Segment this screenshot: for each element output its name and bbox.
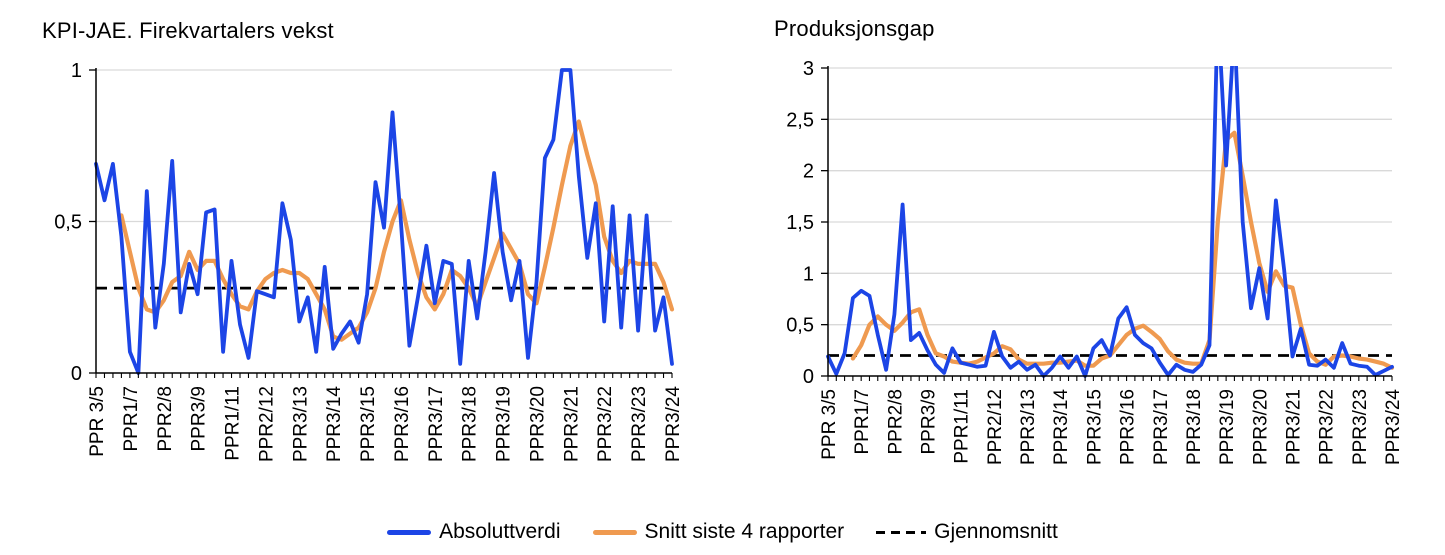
legend-label: Snitt siste 4 rapporter xyxy=(644,520,845,543)
line-swatch xyxy=(387,529,432,535)
legend-item-absoluttverdi: Absoluttverdi xyxy=(387,520,561,544)
y-tick-label: 1 xyxy=(803,263,814,285)
x-tick-label: PPR3/18 xyxy=(460,386,481,462)
avg-last4-line xyxy=(850,130,1395,370)
dashed-line-swatch xyxy=(876,530,927,534)
x-tick-label: PPR3/20 xyxy=(1250,389,1271,465)
x-tick-label: PPR3/14 xyxy=(1051,389,1072,465)
x-tick-label: PPR3/23 xyxy=(1350,389,1371,465)
y-tick-label: 0 xyxy=(803,366,814,388)
produksjonsgap-chart: 0 0,5 1 1,5 2 2,5 3 PPR 3/5 PPR1/7 PPR2/8 PPR3/9 PP… xyxy=(786,58,1404,465)
legend-item-gjennomsnitt: Gjennomsnitt xyxy=(876,520,1058,544)
y-tick-label: 0,5 xyxy=(786,315,814,337)
x-tick-label: PPR3/17 xyxy=(426,386,447,462)
y-tick-label: 1,5 xyxy=(786,212,814,234)
absolute-value-line xyxy=(94,68,674,375)
legend-label: Gjennomsnitt xyxy=(934,520,1058,543)
x-tick-label: PPR2/8 xyxy=(155,386,176,451)
y-tick-label: 0 xyxy=(71,363,82,385)
x-tick-label: PPR3/24 xyxy=(1383,389,1404,465)
x-tick-label: PPR3/22 xyxy=(1317,389,1338,465)
x-tick-label: PPR3/9 xyxy=(189,386,210,451)
x-tick-label: PPR3/19 xyxy=(1217,389,1238,465)
x-tick-label: PPR3/23 xyxy=(629,386,650,462)
kpi-jae-chart: 0 0,5 1 PPR 3/5 PPR1/7 PPR2/8 PPR3/9 PPR1/11 PPR… xyxy=(54,60,684,462)
left-chart-title: KPI-JAE. Firekvartalers vekst xyxy=(42,18,334,43)
absolute-value-line xyxy=(826,66,1394,378)
right-chart-title: Produksjonsgap xyxy=(774,16,935,41)
x-tick-label: PPR1/11 xyxy=(223,386,244,461)
x-tick-label: PPR3/21 xyxy=(561,386,582,462)
avg-last4-line xyxy=(119,119,675,342)
x-tick-label: PPR 3/5 xyxy=(819,389,840,460)
series-group xyxy=(826,66,1395,378)
x-tick-label: PPR3/16 xyxy=(1118,389,1139,465)
x-tick-label: PPR3/22 xyxy=(595,386,616,462)
y-tick-label: 2,5 xyxy=(786,109,814,131)
x-tick-label: PPR3/21 xyxy=(1283,389,1304,465)
charts-canvas: 0 0,5 1 PPR 3/5 PPR1/7 PPR2/8 PPR3/9 PPR1/11 PPR… xyxy=(54,58,1404,465)
x-tick-label: PPR3/9 xyxy=(919,389,940,454)
x-tick-label: PPR3/17 xyxy=(1151,389,1172,465)
legend-item-snitt-siste-4-rapporter: Snitt siste 4 rapporter xyxy=(592,520,845,544)
x-tick-label: PPR1/7 xyxy=(852,389,873,454)
legend: Absoluttverdi Snitt siste 4 rapporter Gjen… xyxy=(0,514,1445,550)
x-tick-label: PPR3/13 xyxy=(290,386,311,462)
x-tick-label: PPR3/15 xyxy=(358,386,379,462)
y-tick-label: 3 xyxy=(803,58,814,80)
x-tick-label: PPR3/24 xyxy=(663,386,684,462)
y-tick-label: 0,5 xyxy=(54,212,82,234)
x-tick-label: PPR2/12 xyxy=(985,389,1006,465)
x-tick-label: PPR3/14 xyxy=(324,386,345,462)
legend-label: Absoluttverdi xyxy=(439,520,561,543)
x-tick-label: PPR3/13 xyxy=(1018,389,1039,465)
y-tick-label: 2 xyxy=(803,161,814,183)
x-tick-label: PPR3/18 xyxy=(1184,389,1205,465)
x-tick-label: PPR2/12 xyxy=(256,386,277,462)
x-tick-label: PPR1/11 xyxy=(952,389,973,464)
x-tick-label: PPR3/15 xyxy=(1084,389,1105,465)
x-tick-label: PPR1/7 xyxy=(121,386,142,451)
line-swatch xyxy=(592,529,637,535)
x-tick-label: PPR 3/5 xyxy=(87,386,108,457)
series-group xyxy=(94,68,675,375)
x-tick-label: PPR2/8 xyxy=(885,389,906,454)
x-tick-label: PPR3/16 xyxy=(392,386,413,462)
x-tick-label: PPR3/20 xyxy=(527,386,548,462)
x-tick-label: PPR3/19 xyxy=(494,386,515,462)
y-tick-label: 1 xyxy=(71,60,82,82)
